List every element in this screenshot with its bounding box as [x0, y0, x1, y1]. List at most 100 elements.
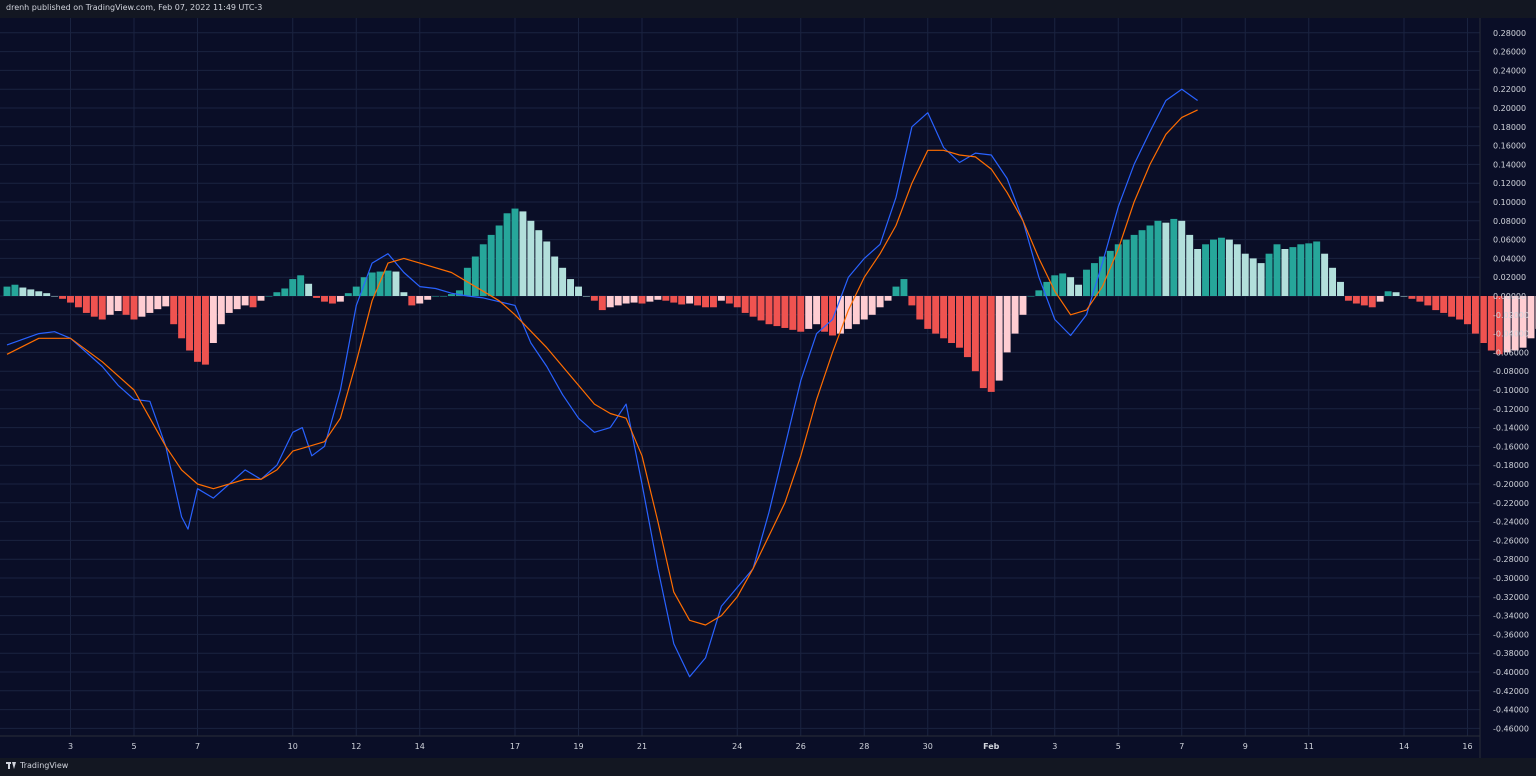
histogram-bar [829, 296, 836, 336]
x-tick-label: 19 [573, 742, 583, 751]
histogram-bar [844, 296, 852, 329]
histogram-bar [765, 296, 773, 325]
histogram-bar [805, 296, 813, 329]
x-tick-label: 5 [131, 742, 136, 751]
histogram-bar [1368, 296, 1376, 308]
y-tick-label: -0.06000 [1493, 348, 1529, 357]
histogram-bar [1162, 222, 1170, 296]
histogram-bar [638, 296, 646, 304]
y-tick-label: -0.20000 [1493, 480, 1529, 489]
histogram-bar [471, 256, 479, 296]
histogram-bar [1130, 234, 1138, 296]
histogram-bar [1210, 239, 1217, 296]
histogram-bar [170, 296, 178, 325]
histogram-bar [1011, 296, 1019, 334]
grid [0, 18, 1480, 736]
y-tick-label: 0.04000 [1493, 254, 1526, 263]
histogram-bar [35, 291, 43, 296]
publish-info: drenh published on TradingView.com, Feb … [6, 3, 263, 12]
histogram-bar [1329, 267, 1337, 296]
y-tick-label: 0.06000 [1493, 236, 1526, 245]
x-tick-label: 11 [1304, 742, 1314, 751]
macd-chart[interactable]: 0.28000 0.26000 0.24000 0.22000 0.20000 0.180… [0, 18, 1536, 758]
histogram-bar [313, 296, 321, 298]
histogram-bar [1170, 218, 1178, 296]
histogram-bar [1432, 296, 1440, 311]
y-tick-label: 0.10000 [1493, 198, 1526, 207]
x-tick-label: 17 [510, 742, 520, 751]
histogram-bar [1305, 243, 1313, 296]
histogram-bar [1178, 220, 1186, 296]
histogram-bar [852, 296, 860, 325]
histogram-bar [940, 296, 948, 339]
histogram-bar [194, 296, 201, 362]
histogram-bar [694, 296, 702, 306]
histogram-bar [654, 296, 662, 300]
histogram-bar [27, 289, 35, 296]
histogram-bar [1067, 277, 1075, 296]
histogram-bar [1503, 296, 1511, 353]
histogram-bar [138, 296, 146, 317]
chart-area[interactable]: 0.28000 0.26000 0.24000 0.22000 0.20000 0.180… [0, 18, 1536, 758]
histogram-bar [106, 296, 114, 315]
histogram-bar [670, 296, 678, 303]
histogram-bar [1456, 296, 1464, 320]
histogram-bar [757, 296, 765, 321]
x-tick-label: 3 [1052, 742, 1057, 751]
histogram-bar [1241, 253, 1249, 296]
histogram-bar [1448, 296, 1456, 317]
histogram-bar [948, 296, 956, 343]
histogram-bar [813, 296, 821, 325]
y-tick-label: -0.16000 [1493, 442, 1529, 451]
y-tick-label: -0.46000 [1493, 724, 1529, 733]
histogram-bar [1114, 244, 1122, 296]
tradingview-logo[interactable]: TradingView [6, 761, 68, 770]
y-tick-label: 0.14000 [1493, 160, 1526, 169]
histogram-bar [1321, 253, 1329, 296]
histogram-bar [384, 270, 392, 296]
histogram-bar [503, 213, 511, 296]
y-axis[interactable]: 0.28000 0.26000 0.24000 0.22000 0.20000 0.180… [1493, 29, 1529, 734]
x-tick-label: 14 [415, 742, 425, 751]
histogram-bar [741, 296, 749, 313]
x-tick-label: 5 [1116, 742, 1121, 751]
histogram-bar [1106, 250, 1114, 296]
histogram-bar [662, 296, 670, 301]
histogram-bar [3, 286, 11, 296]
histogram-bar [1146, 225, 1154, 296]
y-tick-label: -0.44000 [1493, 706, 1529, 715]
histogram-bar [1527, 296, 1535, 339]
tradingview-icon [6, 762, 16, 769]
y-tick-label: 0.08000 [1493, 217, 1526, 226]
histogram-bar [1098, 256, 1106, 296]
histogram-bar [1471, 296, 1479, 334]
histogram-bar [622, 296, 630, 304]
histogram-bar [987, 296, 995, 392]
y-tick-label: -0.26000 [1493, 536, 1529, 545]
publish-header: drenh published on TradingView.com, Feb … [0, 0, 1536, 18]
histogram-bar [479, 244, 487, 296]
histogram-bar [51, 296, 59, 297]
x-tick-label: 28 [859, 742, 869, 751]
histogram-bar [344, 293, 352, 296]
y-tick-label: 0.02000 [1493, 273, 1526, 282]
y-tick-label: 0.16000 [1493, 142, 1526, 151]
y-tick-label: 0.20000 [1493, 104, 1526, 113]
y-tick-label: 0.00000 [1493, 292, 1526, 301]
chart-background [0, 18, 1536, 758]
histogram-bar [1059, 273, 1067, 296]
y-tick-label: -0.08000 [1493, 367, 1529, 376]
histogram-bar [336, 296, 344, 302]
y-tick-label: -0.18000 [1493, 461, 1529, 470]
histogram-bar [201, 296, 209, 365]
histogram-bar [1019, 296, 1027, 315]
histogram-bar [289, 279, 297, 296]
histogram-bar [1281, 249, 1289, 296]
histogram-bar [789, 296, 797, 330]
histogram-bar [1376, 296, 1384, 302]
histogram-bar [257, 296, 265, 301]
histogram-bar [551, 256, 559, 296]
histogram-bar [924, 296, 932, 329]
histogram-bar [1344, 296, 1352, 301]
x-axis[interactable]: 3 5 7 10 12 14 17 19 21 24 26 28 30 Feb 3 5 7 9 11 14 16 [68, 742, 1473, 751]
